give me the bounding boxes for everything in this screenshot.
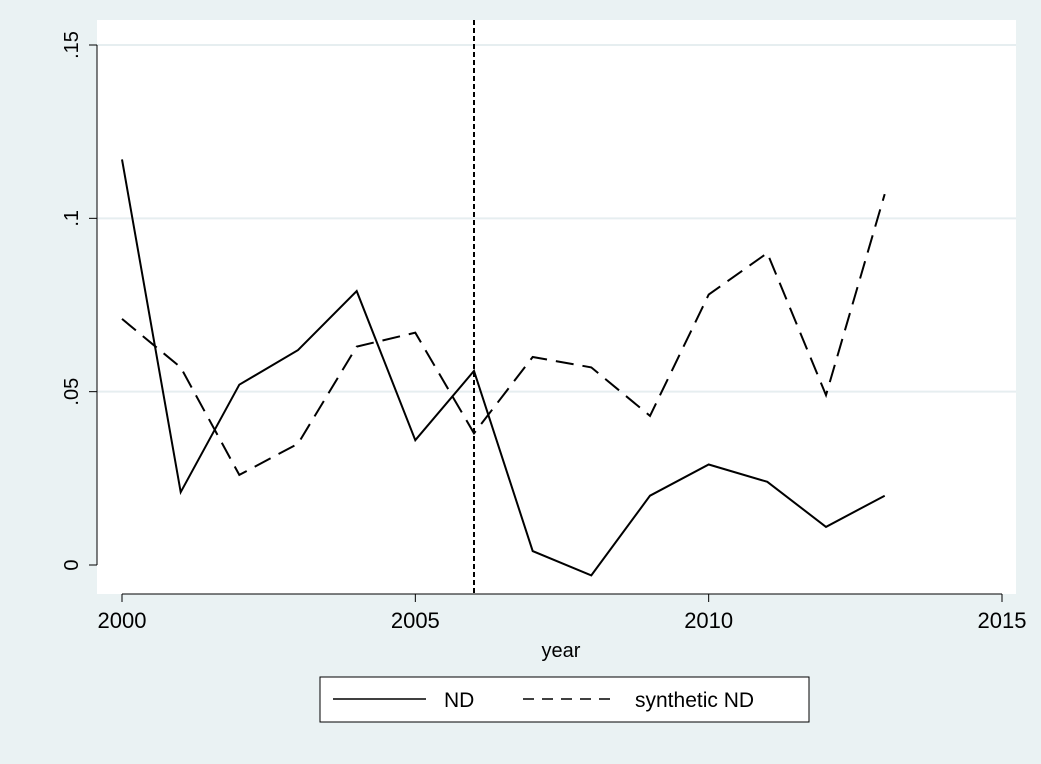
- x-tick-label-2: 2010: [684, 608, 733, 633]
- legend-label-synthetic-nd: synthetic ND: [635, 689, 754, 712]
- y-tick-label-2: .1: [61, 210, 83, 227]
- y-tick-label-0: 0: [61, 559, 83, 570]
- x-axis-title: year: [542, 640, 581, 662]
- data-series: [121, 159, 886, 577]
- x-tick-label-0: 2000: [98, 608, 147, 633]
- x-tick-label-3: 2015: [978, 608, 1027, 633]
- series-line-synthetic-nd: [121, 193, 886, 477]
- series-line-nd: [121, 159, 886, 577]
- legend: ND synthetic ND: [319, 676, 810, 723]
- legend-label-nd: ND: [444, 689, 474, 712]
- axes: [96, 45, 1002, 595]
- x-tick-label-1: 2005: [391, 608, 440, 633]
- y-tick-label-1: .05: [61, 378, 83, 406]
- plot-area-background: [97, 20, 1016, 594]
- ticks: 0 .05 .1 .15 2000 2005 2010 2015: [61, 31, 1026, 633]
- grid-lines: [97, 44, 1016, 393]
- y-tick-label-3: .15: [61, 31, 83, 59]
